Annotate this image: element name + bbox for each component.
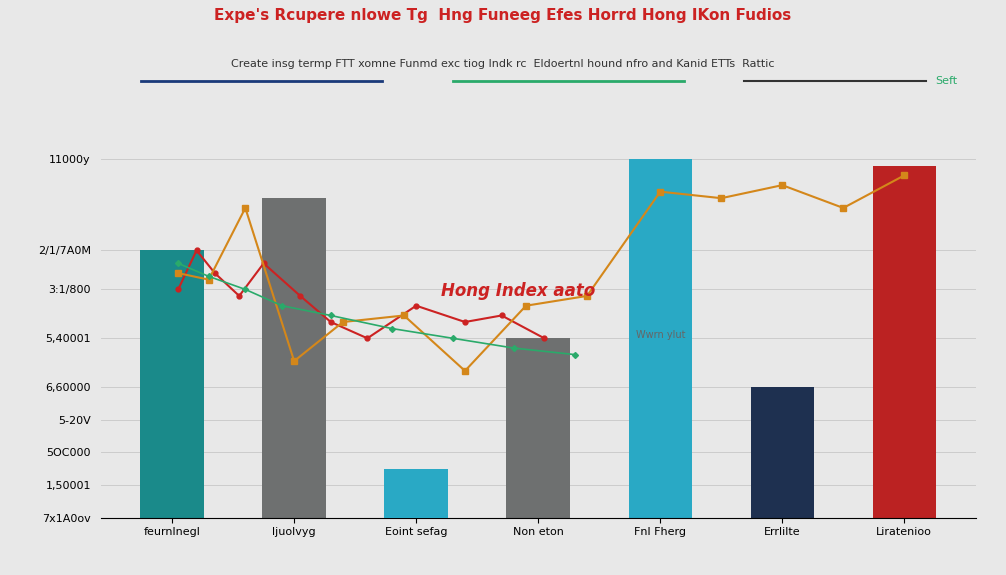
- Text: Create insg termp FTT xomne Funmd exc tiog Indk rc  Eldoertnl hound nfro and Kan: Create insg termp FTT xomne Funmd exc ti…: [231, 59, 775, 69]
- Text: Hong Index aato: Hong Index aato: [441, 282, 595, 300]
- Bar: [872, 166, 936, 518]
- Bar: [506, 338, 570, 518]
- Bar: [141, 250, 204, 518]
- Text: Seft: Seft: [936, 75, 958, 86]
- Bar: [384, 469, 448, 518]
- Bar: [629, 159, 692, 518]
- Bar: [750, 387, 814, 518]
- Bar: [384, 501, 448, 518]
- Text: Wwrn ylut: Wwrn ylut: [636, 330, 685, 340]
- Bar: [263, 198, 326, 518]
- Text: Expe's Rcupere nlowe Tg  Hng Funeeg Efes Horrd Hong IKon Fudios: Expe's Rcupere nlowe Tg Hng Funeeg Efes …: [214, 8, 792, 23]
